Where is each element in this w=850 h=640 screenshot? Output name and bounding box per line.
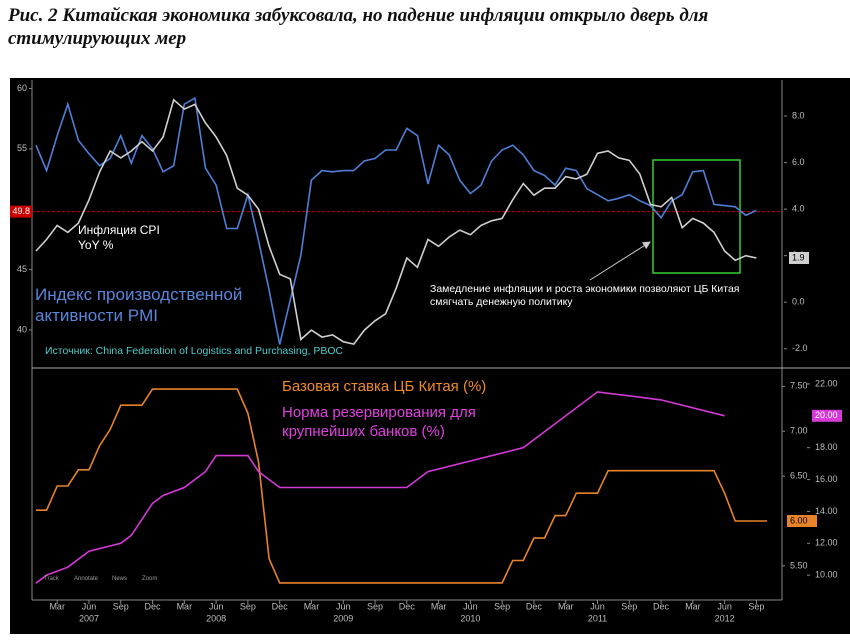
x-year-label: 2009	[333, 613, 353, 623]
y-tick-label: 6.50	[790, 471, 808, 481]
x-tick-label: Mar	[304, 601, 320, 611]
y2-tick-label: 6.0	[792, 157, 805, 167]
annotation-arrow	[589, 241, 651, 281]
x-tick-label: Jun	[463, 601, 478, 611]
x-tick-label: Mar	[177, 601, 193, 611]
series-line	[35, 391, 725, 584]
rrr-label: Норма резервирования для крупнейших банк…	[282, 404, 476, 440]
series-line	[35, 96, 757, 345]
x-tick-label: Dec	[653, 601, 670, 611]
x-tick-label: Dec	[399, 601, 416, 611]
x-year-label: 2007	[79, 613, 99, 623]
series-line	[35, 98, 757, 345]
chart-background	[10, 78, 850, 634]
pmi-label: Индекс производственной активности PMI	[35, 285, 243, 325]
end-label: 6.00	[790, 515, 808, 525]
x-tick-label: Mar	[49, 601, 65, 611]
reference-label: 49.8	[12, 206, 30, 216]
x-year-label: 2008	[206, 613, 226, 623]
end-label: 20.00	[815, 410, 838, 420]
x-tick-label: Jun	[209, 601, 224, 611]
end-label-box	[787, 515, 817, 528]
x-tick-label: Jun	[336, 601, 351, 611]
tool-button[interactable]: News	[112, 576, 128, 582]
highlight-box	[652, 159, 741, 274]
x-tick-label: Jun	[590, 601, 605, 611]
tool-button[interactable]: Track	[44, 576, 59, 582]
y2-tick-label: 0.0	[792, 297, 805, 307]
tool-button[interactable]: Annotate	[74, 576, 99, 582]
y2-tick-label: 14.00	[815, 506, 838, 516]
source-note: Источник: China Federation of Logistics …	[45, 345, 344, 357]
end-label-box	[789, 251, 809, 264]
series-line	[36, 388, 767, 584]
x-year-label: 2011	[588, 613, 607, 623]
end-label: 1.9	[792, 252, 805, 262]
x-tick-label: Sep	[367, 601, 383, 611]
x-tick-label: Dec	[145, 601, 162, 611]
x-tick-label: Mar	[558, 601, 574, 611]
y2-tick-label: 12.00	[815, 538, 838, 548]
y2-tick-label: 22.00	[815, 378, 838, 388]
y2-tick-label: 8.0	[792, 110, 805, 120]
y2-tick-label: -2.0	[792, 343, 808, 353]
y-tick-label: 45	[17, 264, 27, 274]
x-tick-label: Sep	[494, 601, 510, 611]
y-tick-label: 60	[17, 83, 27, 93]
end-label-box	[812, 409, 842, 422]
x-tick-label: Jun	[717, 601, 732, 611]
y-tick-label: 40	[17, 324, 27, 334]
y2-tick-label: 4.0	[792, 203, 805, 213]
y-tick-label: 7.00	[790, 426, 808, 436]
y-tick-label: 5.50	[790, 560, 808, 570]
reference-box	[10, 205, 32, 218]
y-tick-label: 7.50	[790, 381, 808, 391]
tool-button[interactable]: Zoom	[142, 576, 158, 582]
x-tick-label: Sep	[113, 601, 129, 611]
x-year-label: 2010	[460, 613, 480, 623]
x-tick-label: Mar	[685, 601, 701, 611]
y2-tick-label: 18.00	[815, 442, 838, 452]
rate-label: Базовая ставка ЦБ Китая (%)	[282, 378, 487, 395]
y-tick-label: 55	[17, 143, 27, 153]
x-tick-label: Sep	[748, 601, 764, 611]
x-tick-label: Dec	[526, 601, 543, 611]
x-tick-label: Mar	[431, 601, 447, 611]
x-tick-label: Sep	[240, 601, 256, 611]
x-tick-label: Sep	[621, 601, 637, 611]
x-tick-label: Jun	[82, 601, 97, 611]
x-tick-label: Dec	[272, 601, 289, 611]
y2-tick-label: 10.00	[815, 570, 838, 580]
y2-tick-label: 16.00	[815, 474, 838, 484]
x-year-label: 2012	[715, 613, 735, 623]
comment-note: Замедление инфляции и роста экономики по…	[430, 283, 740, 308]
figure-title: Рис. 2 Китайская экономика забуксовала, …	[8, 5, 709, 49]
cpi-label: Инфляция CPI YoY %	[78, 223, 160, 252]
